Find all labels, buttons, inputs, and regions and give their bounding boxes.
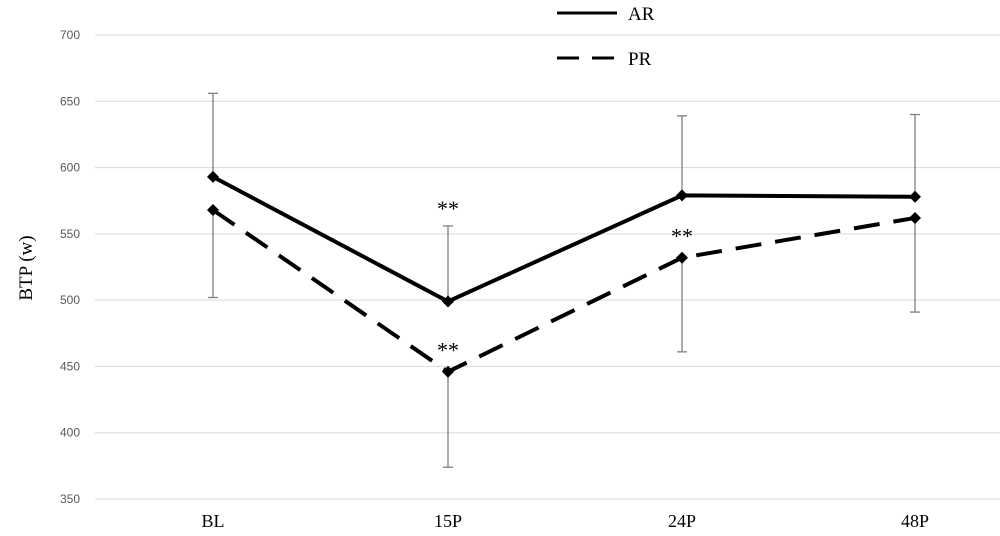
data-point-ar-15p bbox=[442, 295, 454, 308]
data-point-pr-15p bbox=[442, 365, 454, 378]
x-tick-label-15p: 15P bbox=[434, 511, 462, 531]
y-axis-label: BTP (w) bbox=[16, 235, 37, 300]
series-line-ar bbox=[212, 175, 916, 304]
significance-annotations: ** ** ** bbox=[437, 196, 693, 363]
data-point-ar-48p bbox=[909, 190, 921, 203]
y-tick-label-600: 600 bbox=[60, 161, 80, 175]
x-axis-ticks: BL 15P 24P 48P bbox=[201, 511, 929, 531]
data-point-pr-48p bbox=[909, 211, 921, 224]
y-tick-label-650: 650 bbox=[60, 94, 80, 108]
legend: AR PR bbox=[557, 4, 655, 70]
data-point-pr-bl bbox=[207, 203, 219, 216]
y-tick-label-350: 350 bbox=[60, 492, 80, 506]
x-tick-label-bl: BL bbox=[201, 511, 224, 531]
y-tick-label-500: 500 bbox=[60, 293, 80, 307]
annotation-ar-15p: ** bbox=[437, 196, 459, 221]
annotation-pr-24p: ** bbox=[671, 224, 693, 249]
series-lines bbox=[207, 170, 921, 378]
annotation-pr-15p: ** bbox=[437, 338, 459, 363]
legend-label-ar: AR bbox=[628, 4, 655, 25]
y-tick-label-550: 550 bbox=[60, 227, 80, 241]
y-axis-ticks: 350 400 450 500 550 600 650 700 bbox=[60, 28, 80, 506]
data-point-ar-bl bbox=[207, 170, 219, 183]
data-point-pr-24p bbox=[676, 251, 688, 264]
x-tick-label-48p: 48P bbox=[901, 511, 929, 531]
y-tick-label-700: 700 bbox=[60, 28, 80, 42]
error-bars bbox=[208, 92, 920, 468]
series-line-pr bbox=[211, 208, 916, 374]
gridlines bbox=[95, 34, 1000, 500]
legend-label-pr: PR bbox=[628, 49, 652, 70]
x-tick-label-24p: 24P bbox=[668, 511, 696, 531]
data-point-ar-24p bbox=[676, 189, 688, 202]
y-tick-label-400: 400 bbox=[60, 426, 80, 440]
y-tick-label-450: 450 bbox=[60, 359, 80, 373]
